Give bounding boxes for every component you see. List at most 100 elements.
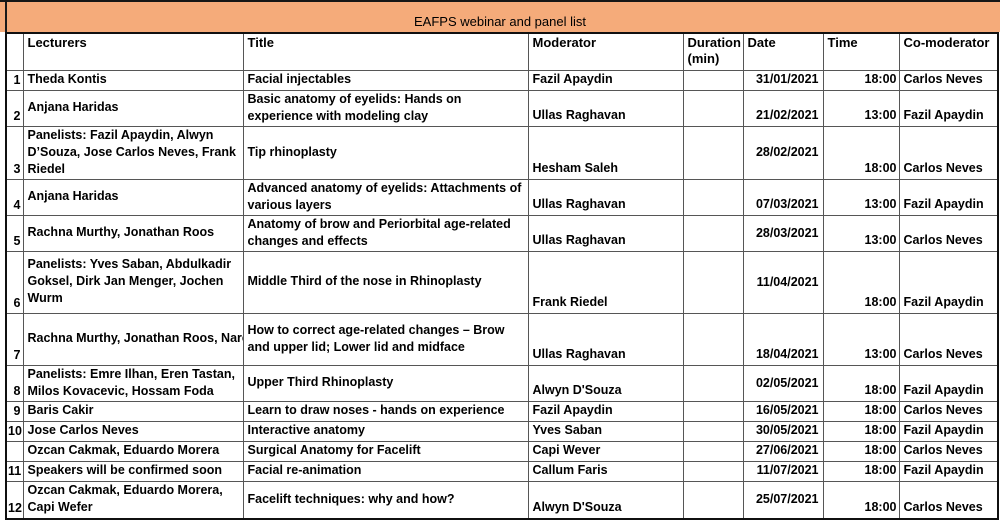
- title-cell[interactable]: Middle Third of the nose in Rhinoplasty: [242, 250, 529, 314]
- col-header-number[interactable]: [5, 32, 24, 71]
- moderator-cell[interactable]: Fazil Apaydin: [527, 400, 684, 422]
- title-cell[interactable]: Surgical Anatomy for Facelift: [242, 440, 529, 462]
- lecturers-cell[interactable]: Panelists: Emre Ilhan, Eren Tastan, Milo…: [22, 364, 244, 402]
- time-cell[interactable]: 18:00: [822, 69, 900, 91]
- lecturers-cell[interactable]: Jose Carlos Neves: [22, 420, 244, 442]
- date-cell[interactable]: 28/03/2021: [742, 214, 824, 252]
- lecturers-cell[interactable]: Baris Cakir: [22, 400, 244, 422]
- duration-cell[interactable]: [682, 178, 744, 216]
- time-cell[interactable]: 18:00: [822, 125, 900, 180]
- title-cell[interactable]: Anatomy of brow and Periorbital age-rela…: [242, 214, 529, 252]
- duration-cell[interactable]: [682, 364, 744, 402]
- date-cell[interactable]: 02/05/2021: [742, 364, 824, 402]
- row-number[interactable]: 10: [5, 420, 24, 442]
- row-number[interactable]: 4: [5, 178, 24, 216]
- date-cell[interactable]: 30/05/2021: [742, 420, 824, 442]
- lecturers-cell[interactable]: Anjana Haridas: [22, 178, 244, 216]
- title-cell[interactable]: Basic anatomy of eyelids: Hands on exper…: [242, 89, 529, 127]
- moderator-cell[interactable]: Alwyn D'Souza: [527, 364, 684, 402]
- col-header-moderator[interactable]: Moderator: [527, 32, 684, 71]
- time-cell[interactable]: 13:00: [822, 178, 900, 216]
- lecturers-cell[interactable]: Anjana Haridas: [22, 89, 244, 127]
- col-header-co-moderator[interactable]: Co-moderator: [898, 32, 999, 71]
- lecturers-cell[interactable]: Speakers will be confirmed soon: [22, 460, 244, 482]
- lecturers-cell[interactable]: Ozcan Cakmak, Eduardo Morera: [22, 440, 244, 462]
- lecturers-cell[interactable]: Rachna Murthy, Jonathan Roos: [22, 214, 244, 252]
- date-cell[interactable]: 27/06/2021: [742, 440, 824, 462]
- col-header-lecturers[interactable]: Lecturers: [22, 32, 244, 71]
- time-cell[interactable]: 18:00: [822, 364, 900, 402]
- row-number[interactable]: 3: [5, 125, 24, 180]
- co-moderator-cell[interactable]: Carlos Neves: [898, 400, 999, 422]
- row-number[interactable]: 2: [5, 89, 24, 127]
- lecturers-cell[interactable]: Theda Kontis: [22, 69, 244, 91]
- duration-cell[interactable]: [682, 125, 744, 180]
- time-cell[interactable]: 18:00: [822, 400, 900, 422]
- time-cell[interactable]: 18:00: [822, 460, 900, 482]
- title-cell[interactable]: Facial re-animation: [242, 460, 529, 482]
- co-moderator-cell[interactable]: Fazil Apaydin: [898, 364, 999, 402]
- co-moderator-cell[interactable]: Fazil Apaydin: [898, 250, 999, 314]
- co-moderator-cell[interactable]: Fazil Apaydin: [898, 178, 999, 216]
- moderator-cell[interactable]: Hesham Saleh: [527, 125, 684, 180]
- row-number[interactable]: 1: [5, 69, 24, 91]
- row-number[interactable]: 12: [5, 480, 24, 520]
- co-moderator-cell[interactable]: Carlos Neves: [898, 440, 999, 462]
- row-number[interactable]: 8: [5, 364, 24, 402]
- time-cell[interactable]: 18:00: [822, 420, 900, 442]
- row-number[interactable]: 7: [5, 312, 24, 366]
- moderator-cell[interactable]: Ullas Raghavan: [527, 312, 684, 366]
- co-moderator-cell[interactable]: Fazil Apaydin: [898, 460, 999, 482]
- row-number[interactable]: 9: [5, 400, 24, 422]
- duration-cell[interactable]: [682, 460, 744, 482]
- date-cell[interactable]: 21/02/2021: [742, 89, 824, 127]
- date-cell[interactable]: 31/01/2021: [742, 69, 824, 91]
- col-header-title[interactable]: Title: [242, 32, 529, 71]
- col-header-time[interactable]: Time: [822, 32, 900, 71]
- moderator-cell[interactable]: Frank Riedel: [527, 250, 684, 314]
- col-header-date[interactable]: Date: [742, 32, 824, 71]
- co-moderator-cell[interactable]: Carlos Neves: [898, 480, 999, 520]
- moderator-cell[interactable]: Ullas Raghavan: [527, 178, 684, 216]
- date-cell[interactable]: 28/02/2021: [742, 125, 824, 180]
- time-cell[interactable]: 13:00: [822, 312, 900, 366]
- duration-cell[interactable]: [682, 214, 744, 252]
- title-cell[interactable]: Facial injectables: [242, 69, 529, 91]
- date-cell[interactable]: 16/05/2021: [742, 400, 824, 422]
- lecturers-cell[interactable]: Ozcan Cakmak, Eduardo Morera, Capi Wefer: [22, 480, 244, 520]
- row-number[interactable]: 5: [5, 214, 24, 252]
- date-cell[interactable]: 25/07/2021: [742, 480, 824, 520]
- time-cell[interactable]: 18:00: [822, 440, 900, 462]
- co-moderator-cell[interactable]: Carlos Neves: [898, 69, 999, 91]
- duration-cell[interactable]: [682, 420, 744, 442]
- title-cell[interactable]: Tip rhinoplasty: [242, 125, 529, 180]
- duration-cell[interactable]: [682, 89, 744, 127]
- moderator-cell[interactable]: Ullas Raghavan: [527, 214, 684, 252]
- duration-cell[interactable]: [682, 69, 744, 91]
- title-cell[interactable]: How to correct age-related changes – Bro…: [242, 312, 529, 366]
- moderator-cell[interactable]: Ullas Raghavan: [527, 89, 684, 127]
- moderator-cell[interactable]: Callum Faris: [527, 460, 684, 482]
- title-cell[interactable]: Facelift techniques: why and how?: [242, 480, 529, 520]
- col-header-duration[interactable]: Duration (min): [682, 32, 744, 71]
- date-cell[interactable]: 07/03/2021: [742, 178, 824, 216]
- co-moderator-cell[interactable]: Fazil Apaydin: [898, 89, 999, 127]
- date-cell[interactable]: 11/04/2021: [742, 250, 824, 314]
- row-number[interactable]: 6: [5, 250, 24, 314]
- row-number[interactable]: [5, 440, 24, 462]
- time-cell[interactable]: 13:00: [822, 89, 900, 127]
- time-cell[interactable]: 18:00: [822, 250, 900, 314]
- moderator-cell[interactable]: Fazil Apaydin: [527, 69, 684, 91]
- time-cell[interactable]: 18:00: [822, 480, 900, 520]
- date-cell[interactable]: 11/07/2021: [742, 460, 824, 482]
- title-cell[interactable]: Learn to draw noses - hands on experienc…: [242, 400, 529, 422]
- lecturers-cell[interactable]: Panelists: Yves Saban, Abdulkadir Goksel…: [22, 250, 244, 314]
- time-cell[interactable]: 13:00: [822, 214, 900, 252]
- co-moderator-cell[interactable]: Carlos Neves: [898, 214, 999, 252]
- duration-cell[interactable]: [682, 440, 744, 462]
- co-moderator-cell[interactable]: Carlos Neves: [898, 312, 999, 366]
- duration-cell[interactable]: [682, 400, 744, 422]
- date-cell[interactable]: 18/04/2021: [742, 312, 824, 366]
- row-number[interactable]: 11: [5, 460, 24, 482]
- duration-cell[interactable]: [682, 312, 744, 366]
